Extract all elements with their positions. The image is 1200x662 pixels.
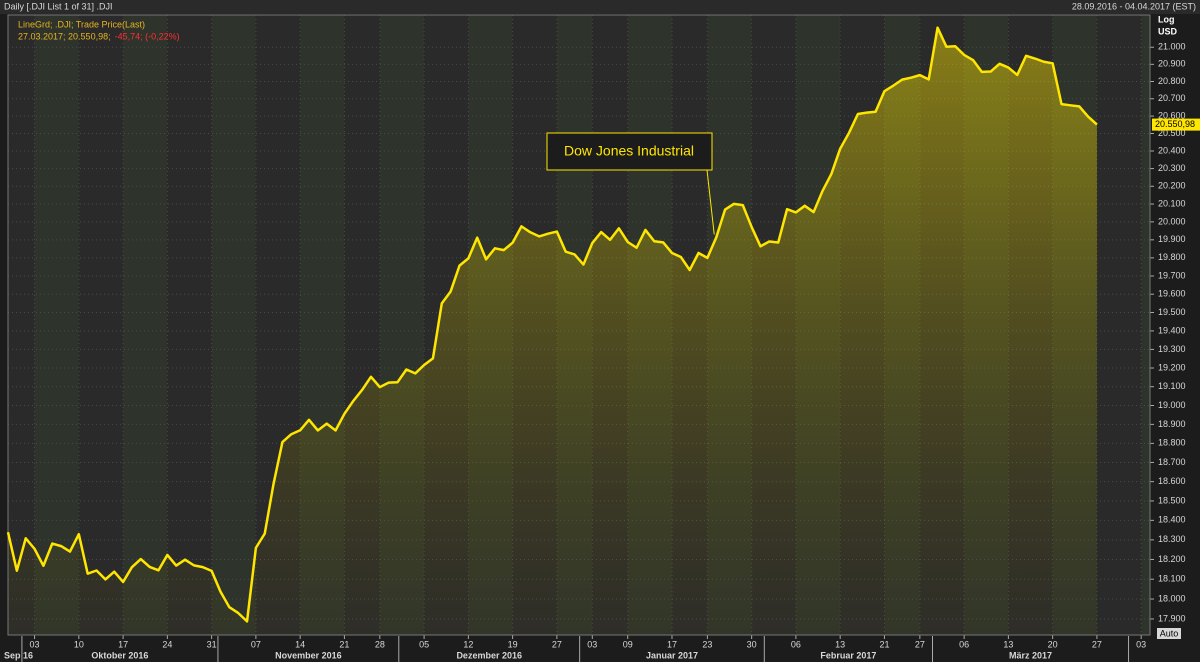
y-tick-label: 19.800 <box>1158 252 1186 262</box>
month-label: Oktober 2016 <box>91 650 148 660</box>
x-tick-label: 21 <box>879 639 889 649</box>
y-scale-label: Log <box>1158 14 1175 24</box>
y-tick-label: 18.800 <box>1158 438 1186 448</box>
price-line <box>6 26 1098 623</box>
y-tick-label: 19.300 <box>1158 344 1186 354</box>
y-tick-label: 20.300 <box>1158 163 1186 173</box>
x-tick-label: 09 <box>623 639 633 649</box>
x-tick-label: 06 <box>959 639 969 649</box>
x-tick-label: 17 <box>667 639 677 649</box>
x-tick-label: 17 <box>118 639 128 649</box>
y-tick-label: 20.900 <box>1158 59 1186 69</box>
y-tick-label: 18.500 <box>1158 495 1186 505</box>
week-band <box>167 15 212 635</box>
x-tick-label: 21 <box>339 639 349 649</box>
y-tick-label: 20.200 <box>1158 181 1186 191</box>
last-value-box <box>1152 118 1200 131</box>
month-label: Januar 2017 <box>646 650 698 660</box>
last-value-label: 20.550,98 <box>1155 119 1195 129</box>
auto-button-label[interactable]: Auto <box>1160 628 1179 638</box>
y-tick-label: 19.400 <box>1158 325 1186 335</box>
annotation-label: Dow Jones Industrial <box>564 143 694 159</box>
legend-title: LineGrd; .DJI; Trade Price(Last) <box>18 19 145 29</box>
x-tick-label: 05 <box>419 639 429 649</box>
x-tick-label: 03 <box>1136 639 1146 649</box>
y-unit-label: USD <box>1158 26 1178 36</box>
x-tick-label: 24 <box>162 639 172 649</box>
x-tick-label: 20 <box>1048 639 1058 649</box>
x-tick-label: 13 <box>1003 639 1013 649</box>
week-band <box>1096 15 1142 635</box>
x-tick-label: 30 <box>747 639 757 649</box>
x-tick-label: 19 <box>508 639 518 649</box>
y-tick-label: 18.900 <box>1158 419 1186 429</box>
y-tick-label: 20.800 <box>1158 76 1186 86</box>
x-tick-label: 31 <box>207 639 217 649</box>
y-tick-label: 20.100 <box>1158 198 1186 208</box>
month-label: Dezember 2016 <box>456 650 522 660</box>
week-band <box>211 15 256 635</box>
month-label: März 2017 <box>1009 650 1052 660</box>
legend-change: -45,74; (-0,22%) <box>115 31 180 41</box>
week-band <box>34 15 79 635</box>
y-tick-label: 18.700 <box>1158 457 1186 467</box>
y-tick-label: 20.400 <box>1158 145 1186 155</box>
y-tick-label: 17.900 <box>1158 613 1186 623</box>
y-tick-label: 20.500 <box>1158 128 1186 138</box>
x-tick-label: 03 <box>587 639 597 649</box>
x-tick-label: 27 <box>1092 639 1102 649</box>
x-tick-label: 07 <box>251 639 261 649</box>
x-tick-label: 12 <box>463 639 473 649</box>
x-tick-label: 27 <box>552 639 562 649</box>
week-band <box>123 15 168 635</box>
header-bar <box>0 0 1200 14</box>
x-tick-label: 06 <box>791 639 801 649</box>
y-tick-label: 19.200 <box>1158 362 1186 372</box>
y-tick-label: 18.200 <box>1158 554 1186 564</box>
y-tick-label: 20.700 <box>1158 93 1186 103</box>
annotation-box <box>546 132 713 171</box>
y-tick-label: 19.700 <box>1158 270 1186 280</box>
x-tick-label: 13 <box>835 639 845 649</box>
legend-value: 27.03.2017; 20.550,98; <box>18 31 111 41</box>
y-tick-label: 18.300 <box>1158 534 1186 544</box>
month-label: Sep 16 <box>4 650 33 660</box>
week-band <box>1141 15 1150 635</box>
x-tick-label: 28 <box>375 639 385 649</box>
x-tick-label: 03 <box>30 639 40 649</box>
date-range: 28.09.2016 - 04.04.2017 (EST) <box>1072 1 1196 11</box>
y-tick-label: 19.900 <box>1158 234 1186 244</box>
month-label: November 2016 <box>275 650 342 660</box>
month-label: Februar 2017 <box>820 650 876 660</box>
y-tick-label: 18.600 <box>1158 476 1186 486</box>
week-band <box>78 15 124 635</box>
y-tick-label: 19.100 <box>1158 381 1186 391</box>
y-tick-label: 19.600 <box>1158 289 1186 299</box>
y-tick-label: 20.600 <box>1158 110 1186 120</box>
area-fill <box>8 27 1097 635</box>
week-band <box>8 15 35 635</box>
y-tick-label: 20.000 <box>1158 216 1186 226</box>
chart-title: Daily [.DJI List 1 of 31] .DJI <box>4 1 113 11</box>
auto-button[interactable] <box>1157 628 1181 639</box>
annotation-leader <box>706 169 715 235</box>
x-tick-label: 10 <box>74 639 84 649</box>
y-tick-label: 18.000 <box>1158 593 1186 603</box>
x-tick-label: 23 <box>702 639 712 649</box>
y-tick-label: 21.000 <box>1158 42 1186 52</box>
y-tick-label: 18.400 <box>1158 515 1186 525</box>
x-tick-label: 14 <box>295 639 305 649</box>
x-tick-label: 27 <box>915 639 925 649</box>
y-tick-label: 19.500 <box>1158 307 1186 317</box>
y-tick-label: 19.000 <box>1158 400 1186 410</box>
y-tick-label: 18.100 <box>1158 574 1186 584</box>
